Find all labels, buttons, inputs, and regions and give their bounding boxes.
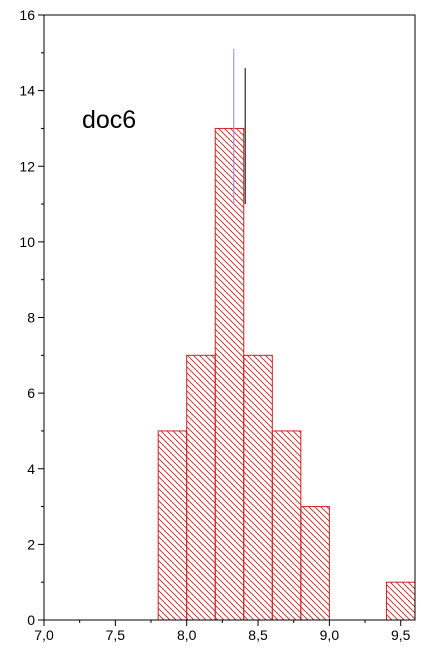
y-tick-label: 10 — [19, 234, 35, 250]
x-tick-label: 7,0 — [34, 627, 54, 643]
histogram-bar — [214, 127, 245, 621]
histogram-bar — [186, 354, 216, 621]
y-tick-label: 6 — [27, 385, 35, 401]
histogram-bar — [385, 581, 416, 621]
x-tick-label: 7,5 — [106, 627, 126, 643]
x-axis: 7,0 7,5 8,0 8,5 9,0 9,5 — [34, 620, 411, 643]
y-tick-label: 12 — [19, 158, 35, 174]
x-tick-label: 9,5 — [391, 627, 411, 643]
y-tick-label: 16 — [19, 7, 35, 23]
y-tick-label: 8 — [27, 310, 35, 326]
histogram-bar — [271, 430, 302, 621]
chart-annotation: doc6 — [82, 106, 136, 134]
reference-lines-group — [233, 49, 246, 205]
histogram-bar — [157, 430, 188, 621]
x-tick-label: 9,0 — [320, 627, 340, 643]
bars-group — [157, 127, 416, 621]
x-tick-label: 8,5 — [248, 627, 268, 643]
histogram-bar — [243, 354, 273, 621]
y-tick-label: 0 — [27, 612, 35, 628]
x-tick-label: 8,0 — [177, 627, 197, 643]
histogram-bar — [300, 506, 330, 621]
y-tick-label: 4 — [27, 461, 35, 477]
y-tick-label: 2 — [27, 536, 35, 552]
y-axis: 0 2 4 6 8 10 12 14 16 — [19, 7, 44, 628]
y-tick-label: 14 — [19, 83, 35, 99]
